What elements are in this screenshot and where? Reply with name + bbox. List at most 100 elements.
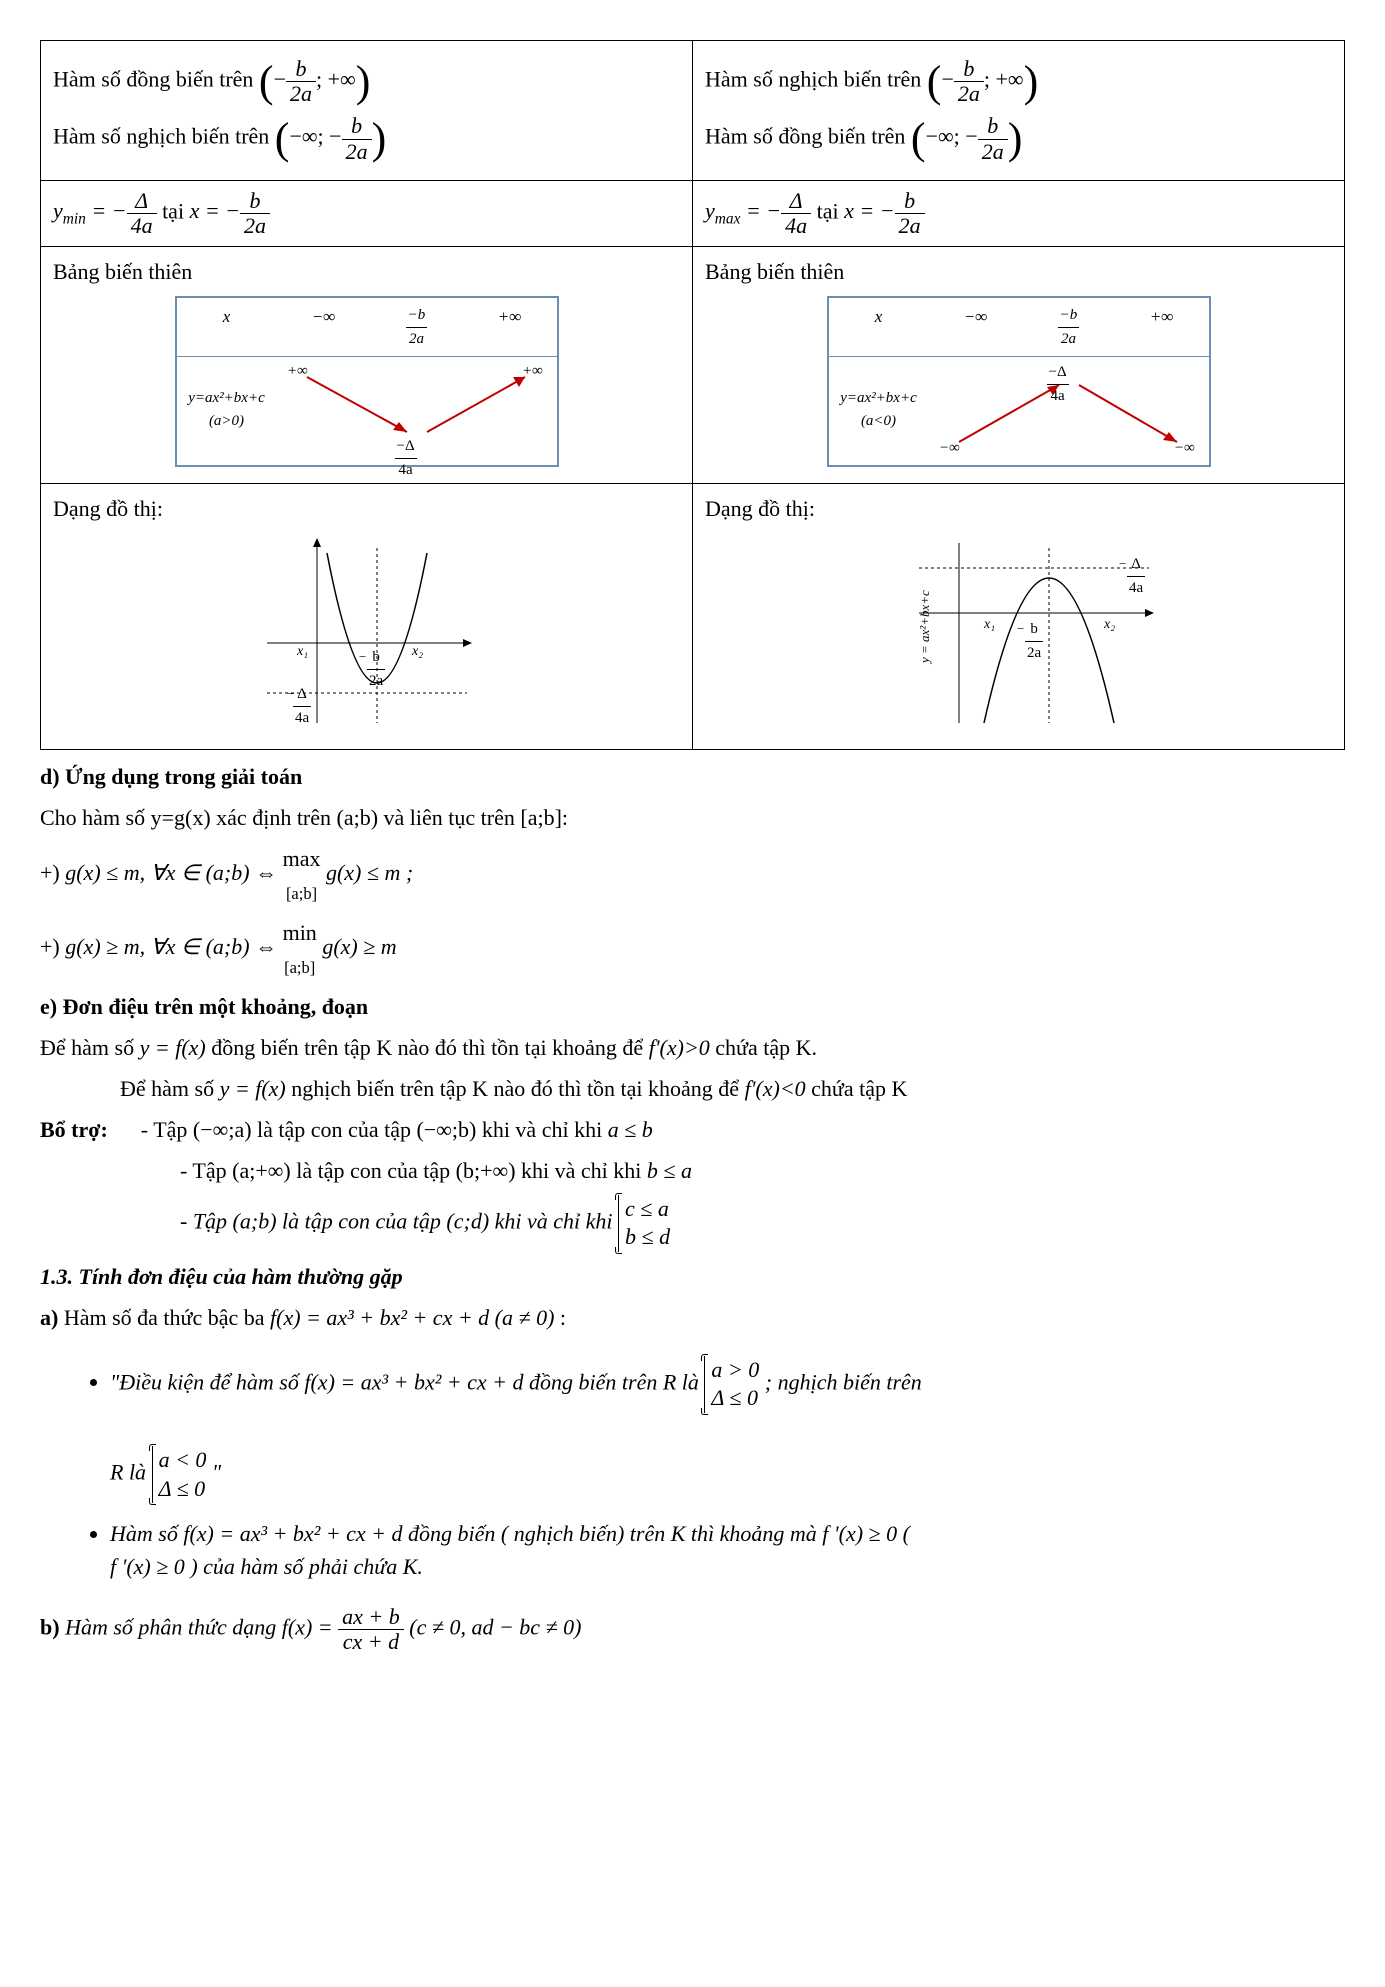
y-label: y xyxy=(705,198,715,223)
svg-text:x₂: x₂ xyxy=(1103,617,1115,632)
y-label: y xyxy=(53,198,63,223)
cond: (a<0) xyxy=(829,410,929,433)
t: chứa tập K xyxy=(811,1076,907,1101)
den: 2a xyxy=(406,328,428,351)
section-13-title: 1.3. Tính đơn điệu của hàm thường gặp xyxy=(40,1260,1345,1293)
t: "Điều kiện để hàm số xyxy=(110,1369,304,1394)
cell-r2c1: ymin = −Δ4a tại x = −b2a xyxy=(41,180,693,246)
section-e-title: e) Đơn điệu trên một khoảng, đoạn xyxy=(40,990,1345,1023)
range: [a;b] xyxy=(286,884,317,903)
t: - Tập (a;+∞) là tập con của tập (b;+∞) k… xyxy=(180,1158,647,1183)
comparison-table: Hàm số đồng biến trên (−b2a; +∞) Hàm số … xyxy=(40,40,1345,750)
sub: max xyxy=(715,211,741,228)
text: Hàm số đồng biến trên xyxy=(705,124,911,149)
parabola-up: x₁ x₂ − Δ4a − b2a xyxy=(257,533,477,733)
variation-table-1: x −∞ −b2a +∞ y=ax²+bx+c (a>0) +∞ xyxy=(175,296,559,467)
den: 4a xyxy=(395,459,417,482)
parabola-down: x₁ x₂ − Δ4a − b2a y = ax²+bx+c xyxy=(909,533,1129,733)
t: đồng biến trên tập K nào đó thì tồn tại … xyxy=(211,1035,643,1060)
m: f '(x) ≥ 0 xyxy=(822,1521,897,1546)
min: min xyxy=(283,920,317,945)
neginf: −∞ xyxy=(964,304,988,350)
sub: min xyxy=(63,211,86,228)
graph-title: Dạng đồ thị: xyxy=(705,496,815,521)
num: ax + b xyxy=(338,1605,404,1630)
svg-text:−: − xyxy=(1119,556,1126,571)
label: Bổ trợ: xyxy=(40,1117,108,1142)
section-d-intro: Cho hàm số y=g(x) xác định trên (a;b) và… xyxy=(40,801,1345,834)
svg-text:−: − xyxy=(1017,621,1024,636)
posinf: +∞ xyxy=(498,304,522,350)
pre: b) xyxy=(40,1615,65,1640)
neginf: −∞ xyxy=(312,304,336,350)
eq: f(x) = xyxy=(282,1615,338,1640)
svg-text:y = ax²+bx+c: y = ax²+bx+c xyxy=(917,590,932,665)
bullet-2: Hàm số f(x) = ax³ + bx² + cx + d đồng bi… xyxy=(110,1517,1345,1583)
cell-r3c2: Bảng biến thiên x −∞ −b2a +∞ y=ax²+bx+c … xyxy=(693,247,1345,484)
t: - Tập (a;b) là tập con của tập (c;d) khi… xyxy=(180,1208,618,1233)
text: tại xyxy=(817,198,845,223)
c2: Δ ≤ 0 xyxy=(711,1385,758,1410)
text: tại xyxy=(162,198,190,223)
den: cx + d xyxy=(338,1630,404,1654)
c2: Δ ≤ 0 xyxy=(159,1476,206,1501)
num: −b xyxy=(1058,304,1080,328)
cell-r3c1: Bảng biến thiên x −∞ −b2a +∞ y=ax²+bx+c … xyxy=(41,247,693,484)
botro-line1: Bổ trợ: - Tập (−∞;a) là tập con của tập … xyxy=(40,1113,1345,1146)
cell-r2c2: ymax = −Δ4a tại x = −b2a xyxy=(693,180,1345,246)
t: ( xyxy=(903,1521,910,1546)
posinf: +∞ xyxy=(1150,304,1174,350)
cell-r4c2: Dạng đồ thị: x₁ x₂ − Δ4a − b2a y = ax²+b… xyxy=(693,483,1345,749)
svg-text:+∞: +∞ xyxy=(522,363,543,379)
num: −b xyxy=(406,304,428,328)
prefix: +) xyxy=(40,860,65,885)
t: ; nghịch biến trên xyxy=(765,1369,922,1394)
formula: y=ax²+bx+c xyxy=(829,387,929,410)
pre: a) xyxy=(40,1305,64,1330)
c1: a > 0 xyxy=(711,1357,759,1382)
m: a ≤ b xyxy=(608,1117,653,1142)
section-d-title: d) Ứng dụng trong giải toán xyxy=(40,760,1345,793)
den: 2a xyxy=(1058,328,1080,351)
bullets: "Điều kiện để hàm số f(x) = ax³ + bx² + … xyxy=(40,1356,1345,1583)
svg-text:x₂: x₂ xyxy=(411,644,423,659)
range: [a;b] xyxy=(284,958,315,977)
e-line2: Để hàm số y = f(x) nghịch biến trên tập … xyxy=(40,1072,1345,1105)
m: y = f(x) xyxy=(140,1035,206,1060)
svg-text:x₁: x₁ xyxy=(983,617,995,632)
text: Hàm số nghịch biến trên xyxy=(53,124,275,149)
t: Để hàm số xyxy=(40,1035,140,1060)
math: g(x) ≤ m, ∀x ∈ (a;b) ⇔ xyxy=(65,860,282,885)
botro-line2: - Tập (a;+∞) là tập con của tập (b;+∞) k… xyxy=(40,1154,1345,1187)
t: nghịch biến trên tập K nào đó thì tồn tạ… xyxy=(291,1076,739,1101)
bbt-x: x xyxy=(177,304,277,350)
bbt-x: x xyxy=(829,304,929,350)
t: Hàm số xyxy=(110,1521,183,1546)
bbt-title: Bảng biến thiên xyxy=(53,259,192,284)
svg-text:−: − xyxy=(359,649,366,664)
variation-table-2: x −∞ −b2a +∞ y=ax²+bx+c (a<0) −∞ xyxy=(827,296,1211,467)
prefix: +) xyxy=(40,934,65,959)
text: Hàm số nghịch biến trên xyxy=(705,67,927,92)
svg-text:+∞: +∞ xyxy=(287,363,308,379)
text: Hàm số đồng biến trên xyxy=(53,67,259,92)
d-line1: +) g(x) ≤ m, ∀x ∈ (a;b) ⇔ max [a;b] g(x)… xyxy=(40,842,1345,908)
svg-text:−∞: −∞ xyxy=(939,440,960,456)
colon: : xyxy=(554,1305,566,1330)
formula: y=ax²+bx+c xyxy=(177,387,277,410)
t: R là xyxy=(110,1460,152,1485)
s13-a: a) Hàm số đa thức bậc ba f(x) = ax³ + bx… xyxy=(40,1301,1345,1334)
m: f'(x)>0 xyxy=(649,1035,716,1060)
svg-text:−∞: −∞ xyxy=(1174,440,1195,456)
cell-r1c1: Hàm số đồng biến trên (−b2a; +∞) Hàm số … xyxy=(41,41,693,181)
math: g(x) ≥ m, ∀x ∈ (a;b) ⇔ xyxy=(65,934,282,959)
t: ) của hàm số phải chứa K. xyxy=(190,1554,423,1579)
m: f(x) = ax³ + bx² + cx + d xyxy=(183,1521,402,1546)
cond: (c ≠ 0, ad − bc ≠ 0) xyxy=(409,1615,581,1640)
den: 4a xyxy=(1047,385,1069,408)
t: đồng biến ( nghịch biến) trên K thì khoả… xyxy=(408,1521,822,1546)
m: f'(x)<0 xyxy=(745,1076,812,1101)
m: y = f(x) xyxy=(220,1076,286,1101)
d-line2: +) g(x) ≥ m, ∀x ∈ (a;b) ⇔ min [a;b] g(x)… xyxy=(40,916,1345,982)
end: g(x) ≥ m xyxy=(322,934,396,959)
